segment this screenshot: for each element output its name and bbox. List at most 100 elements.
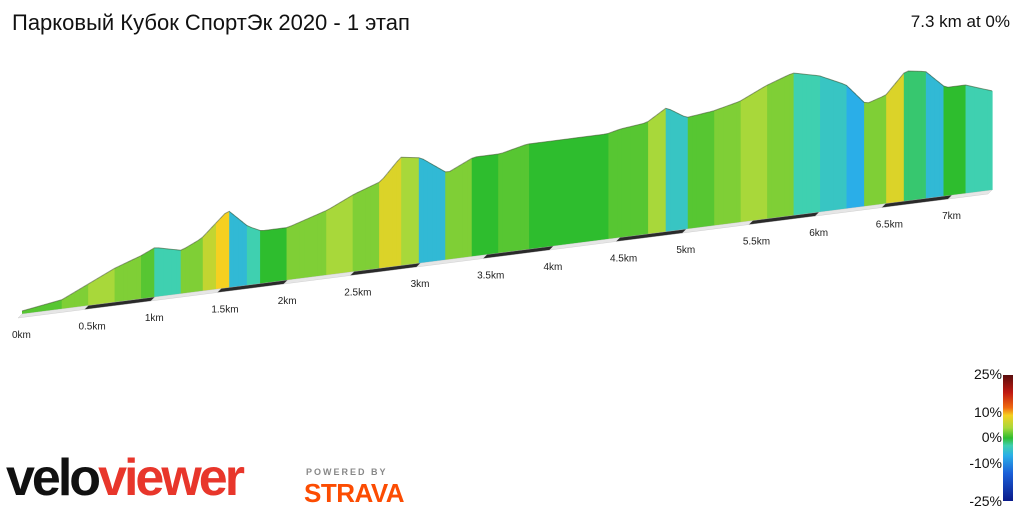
profile-slice — [678, 113, 684, 231]
profile-slice — [123, 261, 129, 302]
legend-tick-min: -25% — [969, 493, 1002, 509]
profile-slice — [767, 83, 773, 219]
profile-slice — [176, 249, 182, 295]
profile-slice — [828, 79, 834, 211]
profile-slice — [577, 137, 583, 243]
profile-slice — [648, 118, 654, 234]
profile-slice — [507, 149, 513, 252]
km-tick-label: 2.5km — [344, 288, 371, 299]
profile-slice — [630, 125, 636, 237]
profile-slice — [515, 146, 521, 251]
profile-slice — [652, 114, 658, 234]
profile-slice — [656, 111, 662, 233]
profile-slice — [820, 76, 826, 212]
profile-slice — [141, 253, 147, 299]
profile-slice — [793, 73, 799, 216]
profile-slice — [462, 160, 468, 258]
profile-slice — [321, 210, 327, 276]
km-tick-label: 3.5km — [477, 271, 504, 282]
profile-slice — [802, 74, 808, 215]
profile-slice — [917, 71, 923, 200]
profile-slice — [304, 218, 310, 278]
powered-by-text: POWERED BY — [306, 467, 388, 477]
profile-slice — [185, 245, 191, 294]
profile-slice — [824, 77, 830, 212]
profile-slice — [427, 161, 433, 263]
profile-slice — [683, 116, 689, 230]
profile-slice — [52, 301, 58, 311]
profile-slice — [286, 226, 292, 281]
km-tick-label: 2km — [278, 296, 297, 307]
profile-slice — [458, 163, 464, 259]
profile-slice — [436, 166, 442, 262]
profile-slice — [537, 142, 543, 249]
profile-slice — [502, 151, 508, 253]
profile-slice — [705, 111, 711, 227]
profile-slice — [127, 259, 133, 301]
profile-slice — [749, 92, 755, 221]
profile-slice — [837, 82, 843, 210]
profile-slice — [740, 98, 746, 223]
profile-slice — [335, 202, 341, 274]
profile-slice — [246, 225, 252, 286]
profile-slice — [167, 248, 173, 296]
profile-slice — [978, 87, 984, 192]
legend-tick-max: 25% — [973, 366, 1002, 382]
profile-slice — [864, 102, 870, 207]
profile-slice — [132, 257, 138, 300]
distance-strip-segment — [947, 189, 993, 200]
km-tick-label: 1km — [145, 313, 164, 324]
profile-slice — [559, 139, 565, 246]
profile-slice — [696, 113, 702, 228]
profile-slice — [136, 255, 142, 300]
profile-slice — [608, 131, 614, 240]
profile-slice — [692, 115, 698, 229]
profile-slice — [268, 229, 274, 283]
profile-slice — [775, 78, 781, 218]
profile-slice — [432, 164, 438, 262]
profile-slice — [952, 86, 958, 196]
profile-slice — [850, 89, 856, 209]
profile-slice — [489, 154, 495, 255]
profile-slice — [811, 74, 817, 214]
profile-slice — [480, 155, 486, 256]
profile-slice — [229, 211, 235, 288]
profile-slice — [969, 86, 975, 193]
profile-slice — [273, 228, 279, 282]
profile-slice — [370, 184, 376, 270]
profile-slice — [101, 273, 107, 304]
profile-slice — [590, 135, 596, 242]
profile-slice — [317, 212, 323, 277]
profile-slice — [57, 299, 63, 310]
logo-viewer: viewer — [98, 449, 245, 507]
legend-tick-minus10: -10% — [969, 455, 1002, 471]
profile-slice — [974, 86, 980, 193]
profile-slice — [92, 278, 98, 305]
profile-slice — [352, 192, 358, 272]
profile-slice — [581, 136, 587, 243]
profile-slice — [842, 83, 848, 210]
profile-slice — [238, 218, 244, 287]
profile-slice — [890, 83, 896, 203]
profile-slice — [242, 221, 248, 286]
profile-slice — [987, 89, 993, 191]
profile-slice — [260, 230, 266, 284]
profile-slice — [546, 141, 552, 247]
profile-slice — [154, 247, 160, 298]
profile-slice — [39, 304, 45, 312]
profile-slice — [701, 112, 707, 228]
profile-slice — [295, 222, 301, 280]
profile-slice — [216, 218, 222, 290]
profile-slice — [815, 75, 821, 213]
profile-slice — [643, 121, 649, 235]
profile-slice — [70, 291, 76, 308]
profile-slice — [171, 249, 177, 295]
profile-slice — [211, 222, 217, 290]
profile-slice — [855, 93, 861, 208]
km-tick-label: 1.5km — [211, 305, 238, 316]
profile-slice — [771, 80, 777, 219]
profile-slice — [617, 128, 623, 238]
profile-slice — [96, 276, 102, 305]
profile-slice — [745, 95, 751, 222]
profile-slice — [119, 264, 125, 302]
